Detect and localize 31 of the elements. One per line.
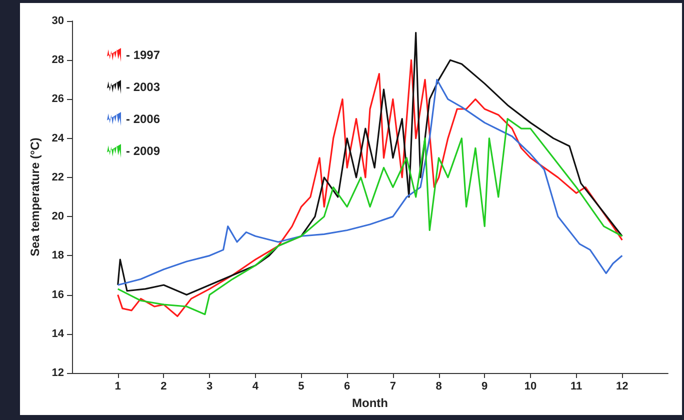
y-tick-label: 14	[52, 328, 65, 340]
legend-label: - 2003	[126, 80, 160, 94]
x-tick-label: 7	[390, 380, 396, 392]
y-tick-label: 26	[52, 93, 64, 106]
legend-label: - 2009	[126, 144, 160, 158]
x-tick-label: 1	[114, 380, 121, 392]
x-tick-label: 8	[436, 380, 442, 392]
x-tick-label: 11	[570, 380, 582, 392]
x-tick-label: 6	[344, 380, 350, 392]
y-tick-label: 28	[52, 54, 64, 66]
y-tick-label: 22	[52, 171, 64, 184]
x-tick-label: 5	[298, 380, 304, 392]
y-tick-label: 24	[52, 132, 65, 144]
line-series	[117, 32, 623, 296]
x-axis-title: Month	[352, 396, 388, 410]
line-series	[117, 78, 623, 286]
y-tick-label: 30	[52, 15, 64, 27]
x-tick-label: 9	[482, 380, 488, 392]
legend-label: - 2006	[126, 112, 160, 126]
y-axis-title: Sea temperature (°C)	[28, 138, 42, 256]
y-tick-label: 20	[52, 210, 64, 223]
x-tick-label: 4	[252, 380, 260, 392]
y-tick-label: 18	[52, 250, 64, 262]
legend-label: - 1997	[126, 48, 160, 62]
x-tick-label: 12	[616, 380, 628, 392]
line-series	[117, 59, 623, 318]
y-tick-label: 16	[52, 288, 64, 301]
y-tick-label: 12	[52, 367, 64, 379]
x-tick-label: 10	[524, 380, 537, 392]
x-tick-label: 3	[206, 380, 213, 392]
x-tick-label: 2	[160, 380, 167, 392]
